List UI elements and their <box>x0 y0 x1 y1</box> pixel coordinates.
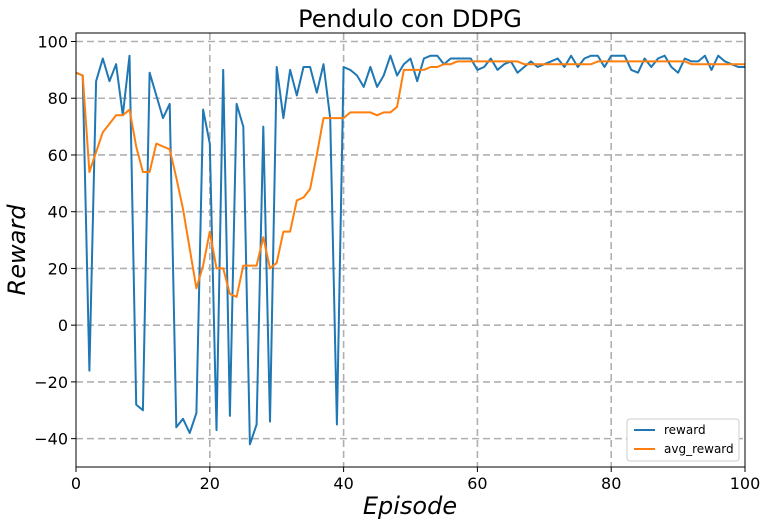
series-line-reward <box>75 54 745 446</box>
x-tick-label: 100 <box>730 474 761 493</box>
x-tick-label: 40 <box>333 474 353 493</box>
x-tick-label: 80 <box>601 474 621 493</box>
grid <box>76 33 745 467</box>
x-tick-label: 60 <box>467 474 487 493</box>
y-tick-label: 0 <box>58 316 68 335</box>
chart-title: Pendulo con DDPG <box>298 5 522 33</box>
series-lines <box>75 54 745 446</box>
y-axis-label: Reward <box>3 204 31 296</box>
x-tick-label: 20 <box>200 474 220 493</box>
legend-label-reward: reward <box>664 423 706 437</box>
legend-label-avg-reward: avg_reward <box>664 442 734 456</box>
y-tick-label: 20 <box>48 259 68 278</box>
series-line-avg-reward <box>75 60 745 298</box>
y-tick-label: 60 <box>48 146 68 165</box>
y-tick-label: −20 <box>34 373 68 392</box>
x-tick-label: 0 <box>71 474 81 493</box>
legend: reward avg_reward <box>626 418 740 462</box>
y-tick-label: 80 <box>48 89 68 108</box>
y-tick-label: 40 <box>48 203 68 222</box>
plot-frame <box>75 32 746 468</box>
y-tick-label: 100 <box>37 33 68 52</box>
x-axis-ticks: 0 20 40 60 80 100 <box>71 467 760 493</box>
x-axis-label: Episode <box>363 492 457 520</box>
y-axis-ticks: −40 −20 0 20 40 60 80 100 <box>34 33 76 449</box>
y-tick-label: −40 <box>34 430 68 449</box>
